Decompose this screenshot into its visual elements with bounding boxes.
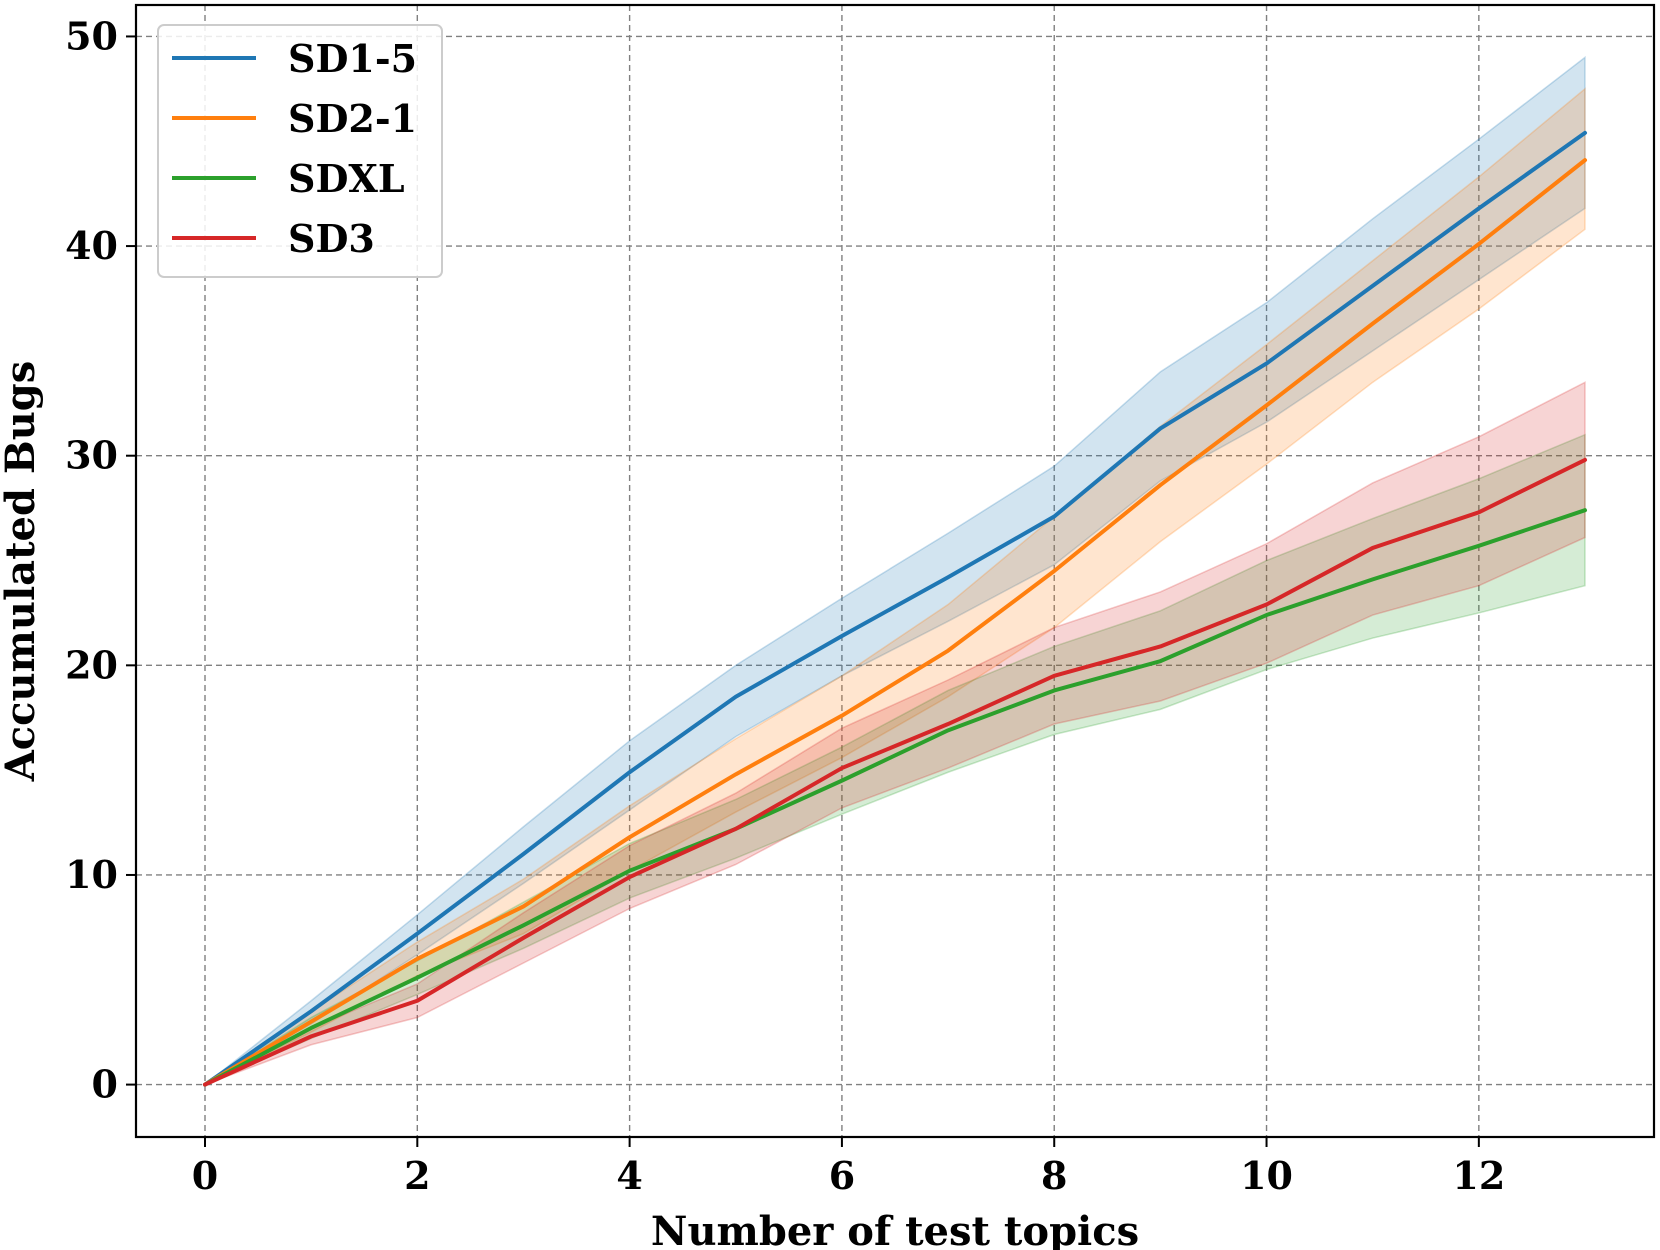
legend-label-sd2-1: SD2-1 (288, 96, 417, 141)
x-tick-label: 0 (192, 1153, 218, 1198)
x-tick-label: 8 (1041, 1153, 1067, 1198)
legend-label-sdxl: SDXL (288, 156, 405, 201)
y-tick-label: 40 (65, 223, 118, 268)
grid (136, 5, 1654, 1137)
legend-box (157, 24, 443, 278)
series-lines (203, 130, 1587, 1087)
y-tick-label: 10 (65, 852, 118, 897)
y-tick-label: 0 (92, 1062, 118, 1107)
x-tick-label: 10 (1240, 1153, 1293, 1198)
series-line-sd3 (203, 457, 1587, 1087)
y-tick-label: 30 (65, 433, 118, 478)
legend-items: SD1-5 SD2-1 SDXL SD3 (172, 36, 417, 261)
x-tick-label: 12 (1452, 1153, 1505, 1198)
x-axis-label: Number of test topics (651, 1208, 1139, 1250)
y-tick-label: 50 (65, 13, 118, 58)
axis-ticks: 0 2 4 6 8 10 12 0 10 20 30 40 50 (65, 13, 1505, 1198)
x-tick-label: 4 (616, 1153, 642, 1198)
plot-frame (134, 3, 1656, 1139)
series-line-sdxl (203, 508, 1587, 1087)
series-line-sd2-1 (203, 158, 1587, 1087)
legend-label-sd3: SD3 (288, 216, 375, 261)
series-line-sd1-5 (203, 130, 1587, 1087)
y-tick-label: 20 (65, 642, 118, 687)
x-tick-label: 6 (829, 1153, 855, 1198)
legend: SD1-5 SD2-1 SDXL SD3 (157, 24, 443, 278)
x-tick-label: 2 (404, 1153, 430, 1198)
legend-label-sd1-5: SD1-5 (288, 36, 417, 81)
y-axis-label: Accumulated Bugs (0, 361, 44, 783)
